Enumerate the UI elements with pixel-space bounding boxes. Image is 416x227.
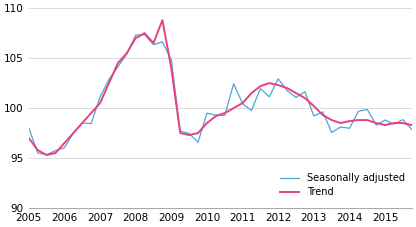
Seasonally adjusted: [169, 58, 174, 61]
Seasonally adjusted: [356, 110, 361, 113]
Trend: [329, 119, 334, 121]
Trend: [142, 32, 147, 35]
Seasonally adjusted: [267, 95, 272, 98]
Trend: [347, 120, 352, 122]
Trend: [258, 85, 263, 87]
Seasonally adjusted: [338, 126, 343, 128]
Trend: [374, 122, 379, 124]
Seasonally adjusted: [106, 78, 111, 81]
Seasonally adjusted: [71, 132, 76, 134]
Trend: [97, 102, 102, 104]
Trend: [320, 114, 325, 116]
Trend: [62, 142, 67, 144]
Line: Seasonally adjusted: Seasonally adjusted: [29, 35, 412, 155]
Seasonally adjusted: [151, 43, 156, 46]
Seasonally adjusted: [213, 114, 218, 116]
Seasonally adjusted: [365, 108, 370, 111]
Seasonally adjusted: [204, 112, 209, 115]
Seasonally adjusted: [231, 82, 236, 85]
Trend: [26, 137, 31, 139]
Trend: [213, 115, 218, 117]
Seasonally adjusted: [249, 109, 254, 112]
Trend: [302, 97, 307, 99]
Trend: [231, 107, 236, 109]
Seasonally adjusted: [409, 128, 414, 131]
Seasonally adjusted: [196, 141, 201, 143]
Trend: [294, 92, 299, 94]
Seasonally adjusted: [383, 119, 388, 121]
Trend: [133, 37, 138, 39]
Seasonally adjusted: [35, 151, 40, 154]
Trend: [249, 92, 254, 94]
Trend: [44, 154, 49, 156]
Seasonally adjusted: [142, 33, 147, 36]
Seasonally adjusted: [347, 127, 352, 130]
Trend: [222, 112, 227, 114]
Seasonally adjusted: [258, 87, 263, 90]
Trend: [124, 52, 129, 54]
Seasonally adjusted: [97, 96, 102, 98]
Seasonally adjusted: [115, 66, 120, 68]
Seasonally adjusted: [89, 122, 94, 125]
Trend: [160, 19, 165, 22]
Trend: [196, 132, 201, 134]
Trend: [35, 149, 40, 151]
Trend: [53, 152, 58, 154]
Seasonally adjusted: [294, 96, 299, 99]
Seasonally adjusted: [53, 149, 58, 152]
Trend: [71, 132, 76, 134]
Trend: [356, 119, 361, 121]
Trend: [80, 122, 85, 124]
Trend: [276, 84, 281, 86]
Seasonally adjusted: [187, 132, 192, 135]
Trend: [267, 82, 272, 84]
Trend: [151, 42, 156, 44]
Trend: [178, 132, 183, 134]
Seasonally adjusted: [320, 111, 325, 113]
Seasonally adjusted: [160, 41, 165, 43]
Trend: [240, 102, 245, 104]
Seasonally adjusted: [329, 131, 334, 134]
Seasonally adjusted: [276, 77, 281, 80]
Trend: [365, 119, 370, 121]
Seasonally adjusted: [133, 34, 138, 37]
Seasonally adjusted: [222, 114, 227, 117]
Seasonally adjusted: [311, 115, 316, 117]
Seasonally adjusted: [285, 89, 290, 92]
Trend: [311, 105, 316, 107]
Trend: [338, 122, 343, 124]
Trend: [115, 62, 120, 64]
Trend: [169, 67, 174, 69]
Trend: [187, 134, 192, 136]
Trend: [383, 124, 388, 126]
Seasonally adjusted: [302, 90, 307, 93]
Trend: [285, 87, 290, 89]
Seasonally adjusted: [374, 124, 379, 126]
Trend: [204, 122, 209, 124]
Trend: [391, 122, 396, 124]
Line: Trend: Trend: [29, 20, 412, 155]
Seasonally adjusted: [391, 123, 396, 126]
Legend: Seasonally adjusted, Trend: Seasonally adjusted, Trend: [278, 171, 407, 199]
Seasonally adjusted: [240, 102, 245, 105]
Seasonally adjusted: [124, 53, 129, 56]
Seasonally adjusted: [26, 126, 31, 129]
Seasonally adjusted: [80, 122, 85, 124]
Trend: [89, 112, 94, 114]
Trend: [106, 82, 111, 84]
Seasonally adjusted: [401, 118, 406, 121]
Seasonally adjusted: [62, 146, 67, 149]
Trend: [409, 124, 414, 126]
Trend: [401, 122, 406, 124]
Seasonally adjusted: [178, 130, 183, 133]
Seasonally adjusted: [44, 153, 49, 156]
